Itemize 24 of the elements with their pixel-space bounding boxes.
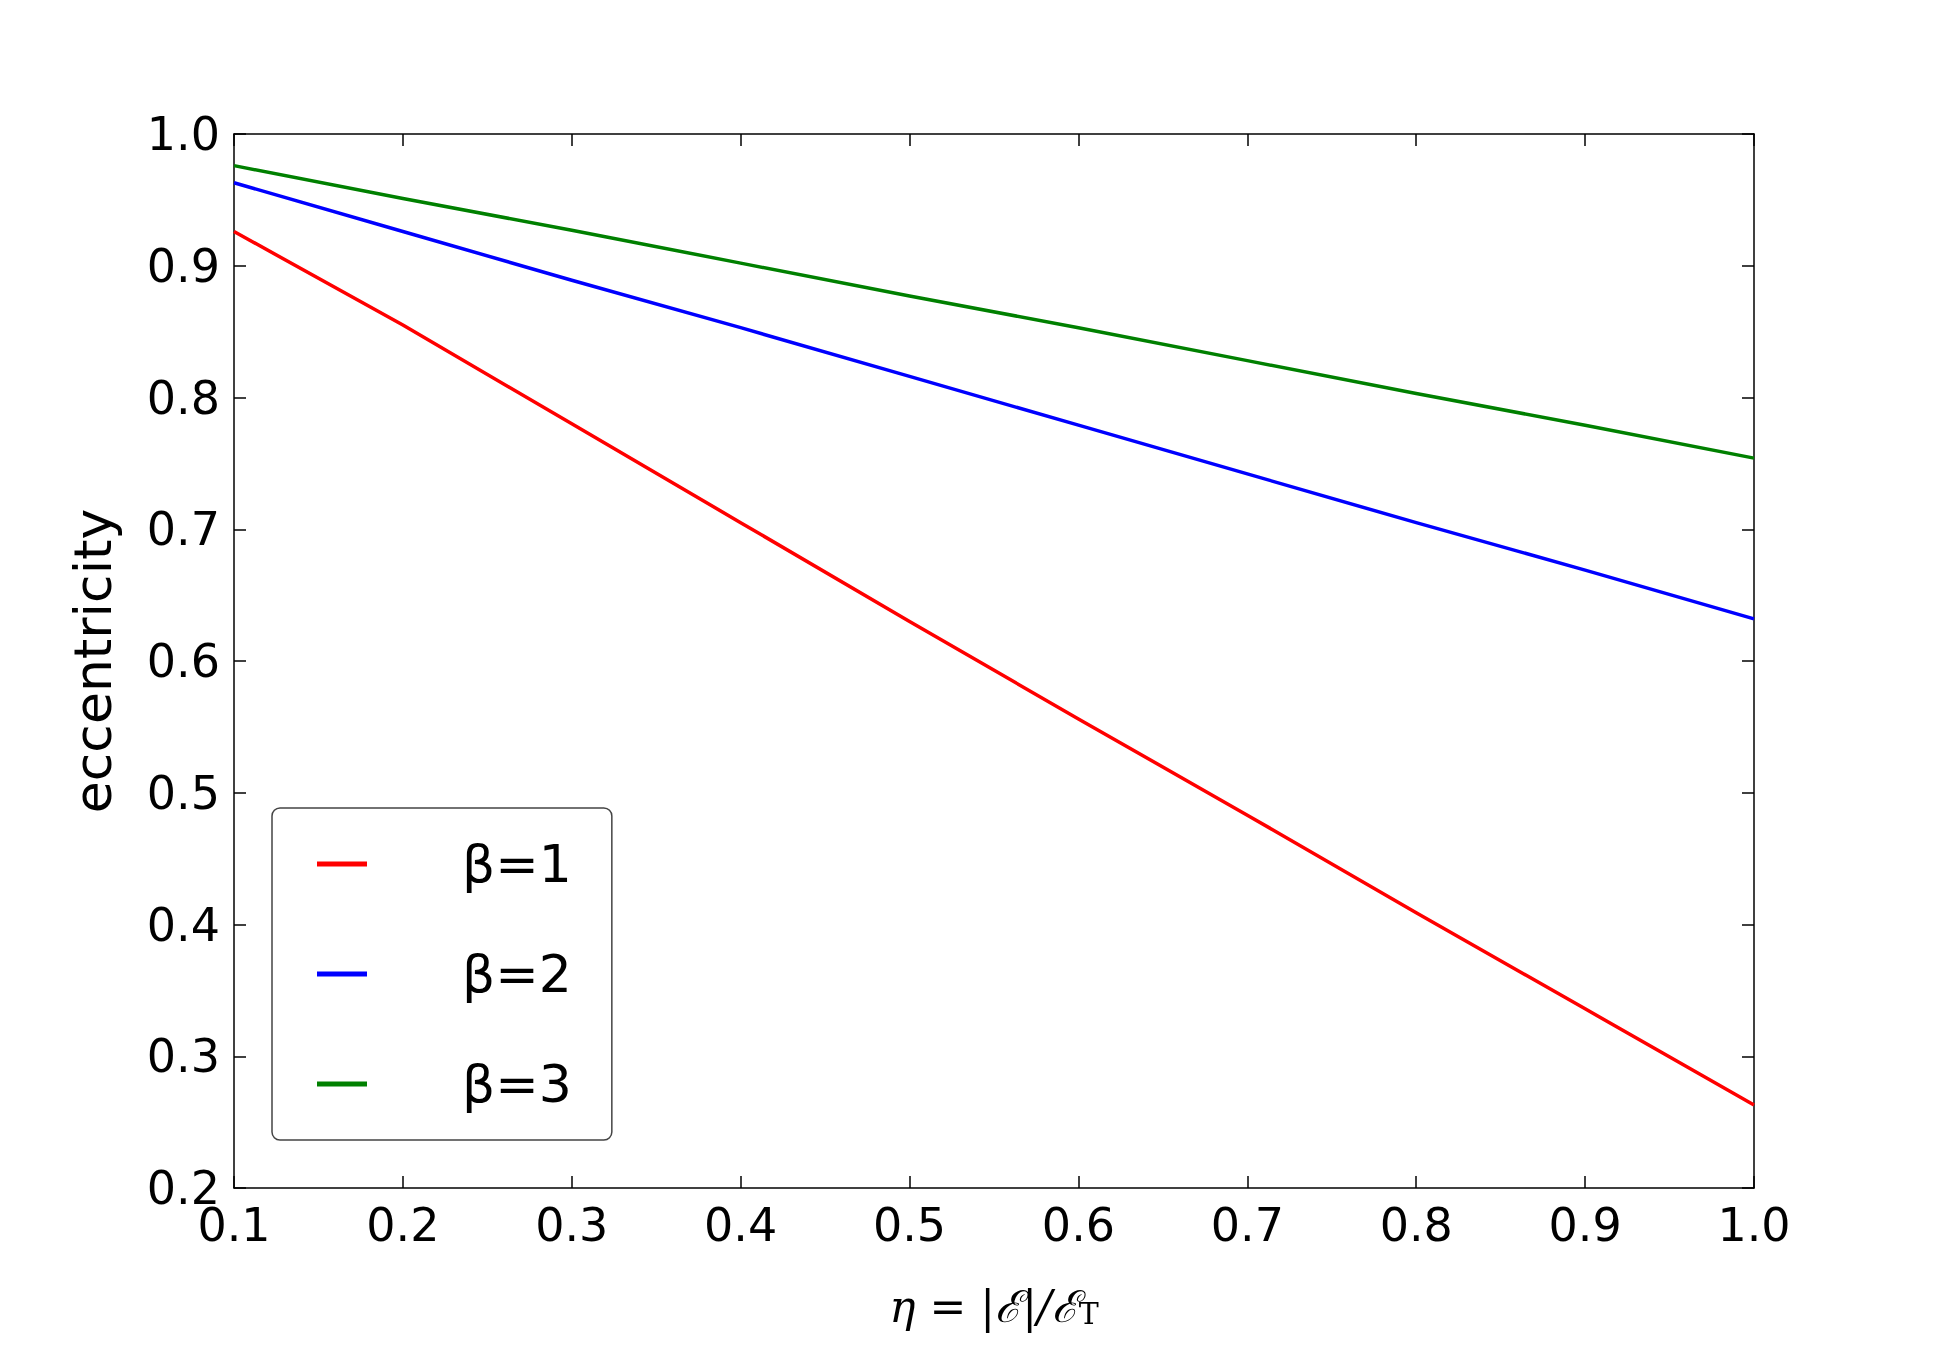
x-tick-label: 0.3 (535, 1198, 609, 1252)
y-tick-label: 1.0 (146, 107, 220, 161)
y-tick-label: 0.3 (146, 1029, 220, 1084)
x-tick-label: 0.4 (704, 1198, 778, 1252)
y-tick-label: 0.9 (146, 238, 220, 293)
y-tick-label: 0.8 (146, 370, 220, 425)
x-tick-label: 0.6 (1041, 1198, 1116, 1252)
y-tick-label: 0.5 (146, 765, 220, 820)
y-tick-label: 0.4 (146, 897, 220, 952)
y-tick-label: 0.6 (146, 634, 220, 688)
x-tick-label: 0.5 (872, 1198, 947, 1252)
y-axis-title: eccentricity (63, 508, 123, 814)
legend-label: β=2 (462, 944, 572, 1004)
x-axis-title: η = |ℰ|/ℰT (889, 1280, 1099, 1333)
line-series (232, 163, 1756, 460)
y-tick-label: 0.7 (146, 502, 220, 557)
legend-label: β=1 (462, 834, 572, 894)
x-tick-label: 0.8 (1379, 1198, 1453, 1252)
x-tick-label: 1.0 (1717, 1198, 1791, 1252)
x-tick-label: 0.9 (1548, 1198, 1622, 1252)
line-series (232, 181, 1756, 621)
x-tick-label: 0.2 (366, 1198, 440, 1252)
x-tick-label: 0.7 (1210, 1198, 1284, 1252)
legend-label: β=3 (462, 1054, 572, 1114)
